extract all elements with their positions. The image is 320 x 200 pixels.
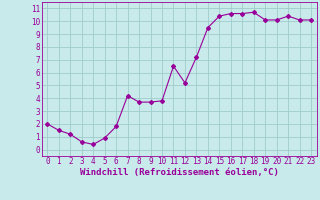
X-axis label: Windchill (Refroidissement éolien,°C): Windchill (Refroidissement éolien,°C) [80,168,279,177]
